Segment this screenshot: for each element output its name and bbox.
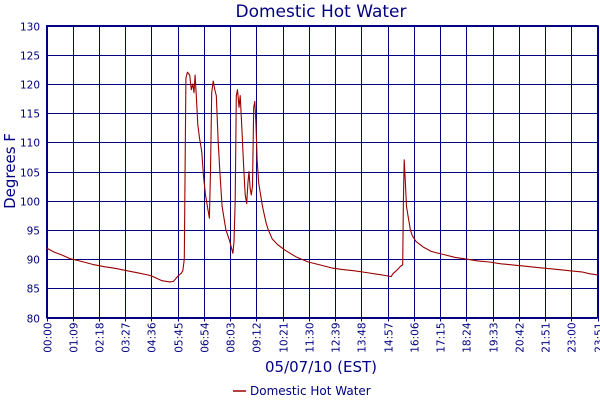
y-tick-label: 105 [20, 168, 40, 180]
legend-label: Domestic Hot Water [250, 384, 371, 398]
x-tick-label: 14:57 [384, 323, 396, 353]
x-tick-label: 12:39 [331, 323, 343, 353]
x-tick-label: 19:33 [489, 323, 501, 353]
x-tick-label: 04:36 [147, 322, 159, 353]
x-tick-label: 16:06 [410, 322, 422, 353]
y-axis-label: Degrees F [1, 133, 19, 209]
x-tick-label: 23:00 [567, 323, 579, 353]
y-tick-label: 90 [27, 255, 40, 267]
x-tick-label: 05:45 [174, 323, 186, 353]
y-tick-label: 80 [27, 314, 40, 326]
x-tick-label: 08:03 [226, 323, 238, 353]
x-tick-label: 13:48 [357, 323, 369, 353]
x-tick-label: 06:54 [200, 322, 212, 353]
y-tick-label: 130 [20, 22, 40, 34]
x-tick-label: 10:21 [279, 323, 291, 353]
x-tick-label: 20:42 [515, 323, 527, 353]
x-tick-label: 11:30 [305, 323, 317, 353]
y-tick-label: 120 [20, 80, 40, 92]
x-tick-label: 03:27 [121, 323, 133, 353]
x-tick-label: 18:24 [462, 322, 474, 353]
y-tick-label: 125 [20, 51, 40, 63]
x-tick-label: 00:00 [43, 323, 55, 353]
grid [46, 25, 599, 322]
x-tick-label: 01:09 [69, 323, 81, 353]
y-tick-label: 95 [27, 226, 40, 238]
y-tick-label: 100 [20, 197, 40, 209]
y-axis: 80 85 90 95 100 105 110 115 120 125 130 [20, 22, 40, 326]
chart-title: Domestic Hot Water [235, 2, 406, 22]
x-tick-label: 21:51 [541, 323, 553, 353]
x-axis-label: 05/07/10 (EST) [265, 358, 377, 376]
y-tick-label: 85 [27, 284, 40, 296]
x-tick-label: 23:51 [594, 323, 600, 353]
y-tick-label: 115 [20, 109, 40, 121]
x-tick-label: 17:15 [436, 323, 448, 353]
y-tick-label: 110 [20, 138, 40, 150]
plot-frame [46, 25, 598, 318]
x-tick-label: 09:12 [252, 323, 264, 353]
x-tick-label: 02:18 [95, 323, 107, 353]
legend: Domestic Hot Water [233, 384, 371, 398]
x-axis: 00:00 01:09 02:18 03:27 04:36 05:45 06:54 08:03… [43, 322, 600, 353]
series-layer [46, 71, 598, 283]
series-line [46, 71, 598, 283]
